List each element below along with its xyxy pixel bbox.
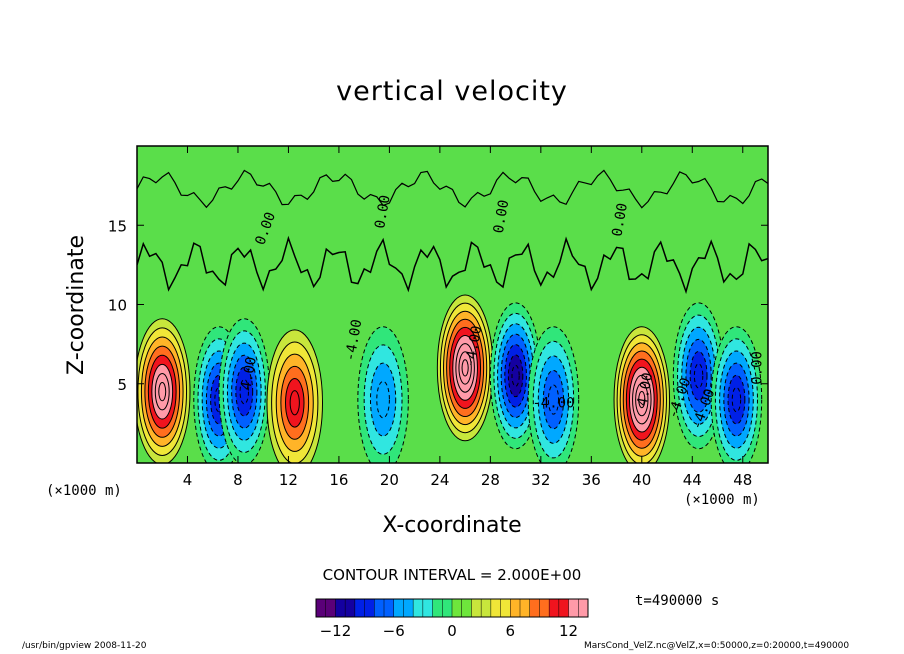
contour-lines — [137, 169, 768, 295]
contour-label: 0.00 — [750, 351, 766, 385]
y-tick-label: 15 — [108, 217, 127, 235]
x-axis-label: X-coordinate — [382, 513, 522, 538]
y-tick-label: 5 — [117, 376, 127, 394]
cell-7-level-4 — [547, 384, 560, 415]
cell-5-level-8 — [461, 359, 469, 377]
velocity-cells — [137, 294, 763, 463]
y-axis-label-text: Z-coordinate — [64, 235, 89, 375]
time-label: t=490000 s — [635, 593, 720, 609]
chart-title: vertical velocity — [336, 76, 568, 107]
x-tick-label: 40 — [632, 471, 651, 489]
cell-2-level-5 — [239, 379, 249, 405]
x-tick-label: 36 — [582, 471, 601, 489]
x-tick-label: 24 — [430, 471, 449, 489]
colorbar-frame — [315, 598, 589, 618]
contour-label: 0.00 — [491, 199, 513, 235]
x-tick-label: 32 — [531, 471, 550, 489]
cell-4-level-3 — [376, 380, 390, 419]
x-tick-label: 20 — [380, 471, 399, 489]
y-tick-label: 10 — [108, 297, 127, 315]
zero-contour-upper — [137, 235, 768, 295]
x-tick-label: 12 — [279, 471, 298, 489]
colorbar-tick-label: 12 — [559, 622, 578, 640]
contour-labels: 0.00 0.00 0.00 0.000.00-4.00 -4.00-4.00 -4.00… — [238, 194, 765, 432]
zero-contour-top — [137, 169, 768, 209]
contour-label: 0.00 — [372, 194, 394, 230]
x-tick-label: 48 — [733, 471, 752, 489]
x-tick-label: 8 — [233, 471, 243, 489]
colorbar-swatch — [549, 599, 570, 617]
colorbar-tick-label: 0 — [447, 622, 457, 640]
colorbar-tick-label: −6 — [383, 622, 405, 640]
colorbar-tick-label: −12 — [320, 622, 352, 640]
cell-10-level-5 — [731, 386, 742, 413]
x-tick-label: 4 — [183, 471, 193, 489]
contour-label: 4.00 — [238, 356, 260, 392]
colorbar-swatch — [393, 599, 414, 617]
contour-label: -4.00 — [532, 396, 574, 412]
heatmap-plot-area — [137, 146, 768, 463]
contour-label: -4.00 — [462, 324, 485, 368]
colorbar-tick-label: 6 — [506, 622, 516, 640]
cell-6-level-6 — [511, 364, 520, 387]
footer-source: MarsCond_VelZ.nc@VelZ,x=0:50000,z=0:2000… — [584, 641, 850, 651]
x-unit-right: (×1000 m) — [684, 492, 760, 508]
contour-label: -4.00 — [342, 318, 365, 362]
cell-9-level-5 — [693, 363, 704, 389]
footer-program-date: /usr/bin/gpview 2008-11-20 — [22, 641, 147, 651]
x-tick-label: 28 — [481, 471, 500, 489]
x-unit-left: (×1000 m) — [46, 483, 122, 499]
x-axis: 4 8 12 16 20 24 28 32 36 40 44 48 — [183, 146, 752, 489]
contour-label: 4.00 — [635, 371, 657, 407]
y-axis: 5 10 15 — [108, 217, 768, 394]
contour-label: 0.00 — [609, 202, 631, 238]
x-tick-label: 44 — [683, 471, 702, 489]
cell-3-level-5 — [289, 390, 300, 416]
cell-8-level-8 — [638, 390, 646, 409]
contour-interval-label: CONTOUR INTERVAL = 2.000E+00 — [322, 566, 582, 584]
cell-0-level-7 — [158, 382, 167, 402]
colorbar: −12 −6 0 6 12 — [315, 598, 589, 640]
x-tick-label: 16 — [329, 471, 348, 489]
